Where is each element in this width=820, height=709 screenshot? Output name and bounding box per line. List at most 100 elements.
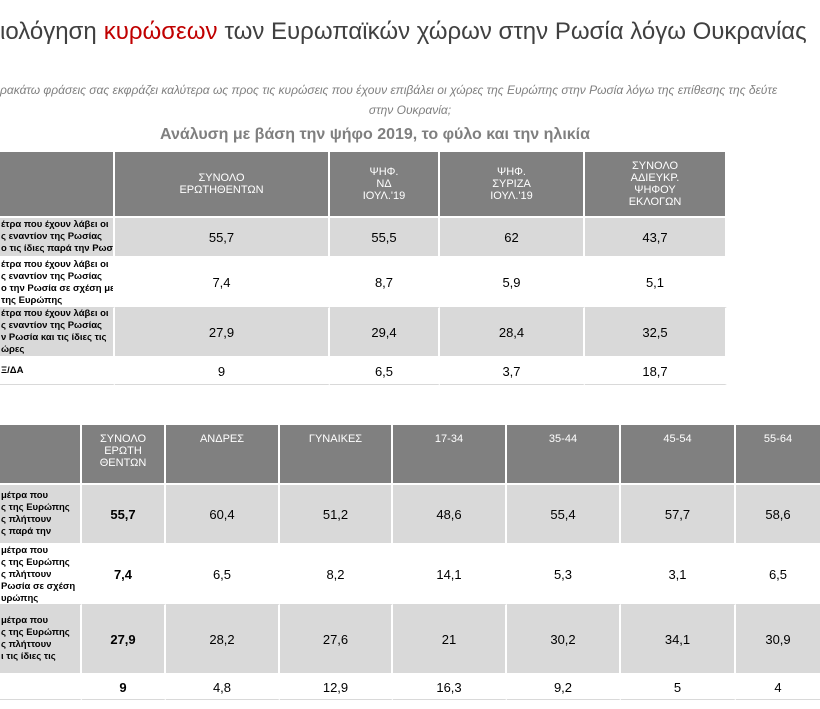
table-cell: 7,4 (82, 545, 166, 605)
text-line: ΘΕΝΤΩΝ (99, 457, 147, 469)
title: ιολόγηση κυρώσεων των Ευρωπαϊκών χώρων στη… (0, 18, 814, 46)
table-cell: 9,2 (507, 675, 621, 700)
table-cell: 8,7 (330, 258, 440, 308)
text-line: ο τις ίδιες παρά την Ρωσία (1, 243, 115, 254)
text-line: ΣΥΝΟΛΟ (198, 172, 245, 184)
text-line: ΓΥΝΑΙΚΕΣ (308, 433, 363, 445)
text-line: ν Ρωσία και τις ίδιες τις (1, 332, 107, 343)
text-line: έτρα που έχουν λάβει οι (1, 219, 109, 230)
table-cell: 58,6 (736, 485, 820, 545)
table-cell: 55,5 (330, 218, 440, 258)
text-line: ΕΡΩΤΗ (104, 445, 142, 457)
row-label (0, 675, 82, 700)
text-line: 55-64 (763, 433, 793, 445)
table-cell: 8,2 (280, 545, 393, 605)
row-label: έτρα που έχουν λάβει οι ς εναντίον της Ρω… (0, 218, 115, 258)
text-line: ΑΝΔΡΕΣ (199, 433, 245, 445)
column-header: ΓΥΝΑΙΚΕΣ (280, 425, 393, 485)
text-line: ΕΡΩΤΗΘΕΝΤΩΝ (179, 184, 264, 196)
text-line: ς της Ευρώπης (1, 556, 70, 568)
column-header: 35-44 (507, 425, 621, 485)
column-header: 45-54 (621, 425, 736, 485)
text-line: Ξ/ΔΑ (1, 365, 24, 376)
column-header: ΨΗΦ. ΣΥΡΙΖΑ ΙΟΥΛ.'19 (440, 152, 585, 218)
text-line: ι τις ίδιες τις (1, 651, 56, 662)
text-line: ς πλήττουν (1, 568, 52, 580)
text-line: Ρωσία σε σχέση (1, 580, 76, 592)
table-cell: 18,7 (585, 358, 727, 385)
text-line: ΕΚΛΟΓΩΝ (628, 196, 682, 208)
subtitle: Ανάλυση με βάση την ψήφο 2019, το φύλο κ… (160, 126, 590, 143)
text-line: ΣΥΝΟΛΟ (99, 433, 147, 445)
text-line: ς της Ευρώπης (1, 627, 70, 638)
table-cell: 27,6 (280, 605, 393, 675)
table-cell: 6,5 (736, 545, 820, 605)
question: ρακάτω φράσεις σας εκφράζει καλύτερα ως … (0, 80, 820, 120)
table-cell: 9 (82, 675, 166, 700)
table-cell: 5,9 (440, 258, 585, 308)
table-cell: 16,3 (393, 675, 507, 700)
table-cell: 48,6 (393, 485, 507, 545)
table-cell: 34,1 (621, 605, 736, 675)
row-label: μέτρα που ς της Ευρώπης ς πλήττουν Ρωσία σε… (0, 545, 82, 605)
table-cell: 28,4 (440, 308, 585, 358)
text-line: ς της Ευρώπης (1, 502, 70, 513)
header-corner (0, 425, 82, 485)
table-cell: 5 (621, 675, 736, 700)
text-line: 17-34 (434, 433, 464, 445)
table-cell: 3,7 (440, 358, 585, 385)
row-label: Ξ/ΔΑ (0, 358, 115, 385)
table-cell: 9 (115, 358, 330, 385)
table-cell: 6,5 (330, 358, 440, 385)
text-line: ΨΗΦ. (497, 166, 526, 178)
column-header: ΨΗΦ. ΝΔ ΙΟΥΛ.'19 (330, 152, 440, 218)
text-line: ΙΟΥΛ.'19 (362, 190, 406, 202)
table-cell: 5,3 (507, 545, 621, 605)
text-line: ο την Ρωσία σε σχέση με (1, 282, 115, 294)
table-cell: 60,4 (166, 485, 280, 545)
table-cell: 5,1 (585, 258, 727, 308)
table-cell: 14,1 (393, 545, 507, 605)
text-line: 35-44 (548, 433, 578, 445)
table-cell: 12,9 (280, 675, 393, 700)
column-header: ΑΝΔΡΕΣ (166, 425, 280, 485)
text-line: ς πλήττουν (1, 514, 52, 525)
table-cell: 3,1 (621, 545, 736, 605)
text-line: ΝΔ (376, 178, 392, 190)
row-label: έτρα που έχουν λάβει οι ς εναντίον της Ρω… (0, 258, 115, 308)
text-line: ώρες (1, 344, 25, 355)
table-cell: 27,9 (115, 308, 330, 358)
text-line: 45-54 (663, 433, 692, 445)
text-line: ς παρά την (1, 526, 52, 537)
text-line: έτρα που έχουν λάβει οι (1, 258, 109, 270)
header-corner (0, 152, 115, 218)
text-line: ΨΗΦ. (369, 166, 399, 178)
table-cell: 55,7 (115, 218, 330, 258)
table-cell: 28,2 (166, 605, 280, 675)
table-cell: 32,5 (585, 308, 727, 358)
question-line: στην Ουκρανία; (368, 103, 452, 117)
table-cell: 55,4 (507, 485, 621, 545)
text-line: ΑΔΙΕΥΚΡ. (630, 172, 680, 184)
table-cell: 6,5 (166, 545, 280, 605)
text-line: ΣΥΝΟΛΟ (631, 160, 679, 172)
text-line: ς πλήττουν (1, 639, 52, 650)
text-line: ς εναντίον της Ρωσίας (1, 231, 103, 242)
text-line: μέτρα που (1, 490, 49, 501)
table-cell: 4,8 (166, 675, 280, 700)
table-cell: 21 (393, 605, 507, 675)
table-cell: 7,4 (115, 258, 330, 308)
table-cell: 30,2 (507, 605, 621, 675)
text-line: υρώπης (1, 592, 39, 604)
text-line: ΣΥΡΙΖΑ (492, 178, 531, 190)
text-line: της Ευρώπης (1, 294, 63, 306)
table-cell: 55,7 (82, 485, 166, 545)
table-cell: 62 (440, 218, 585, 258)
text-line: ΨΗΦΟΥ (634, 184, 676, 196)
question-line: ρακάτω φράσεις σας εκφράζει καλύτερα ως … (0, 83, 778, 97)
column-header: 17-34 (393, 425, 507, 485)
text-line: μέτρα που (1, 545, 49, 556)
row-label: μέτρα που ς της Ευρώπης ς πλήττουν ς παρά τ… (0, 485, 82, 545)
